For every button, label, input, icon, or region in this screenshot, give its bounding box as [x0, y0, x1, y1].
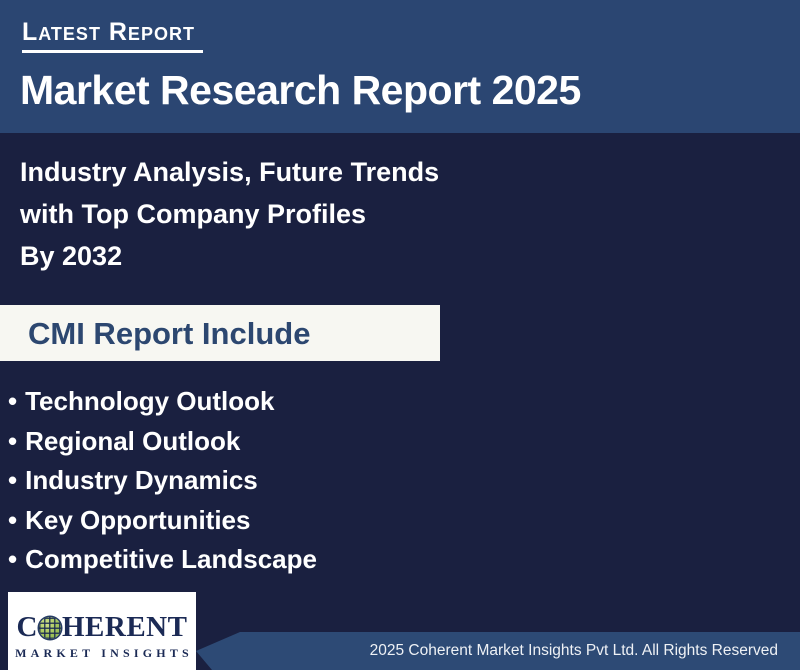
subtitle-line-2: with Top Company Profiles: [20, 198, 367, 229]
copyright-text: 2025 Coherent Market Insights Pvt Ltd. A…: [369, 642, 778, 660]
page-title: Market Research Report 2025: [20, 67, 581, 113]
logo-name-before: C: [16, 611, 38, 643]
subtitle-block: Industry Analysis, Future Trends with To…: [20, 152, 439, 278]
ribbon-banner: CMI Report Include: [0, 305, 440, 361]
subtitle-line-1: Industry Analysis, Future Trends: [20, 157, 440, 187]
list-item: Regional Outlook: [8, 422, 317, 462]
subtitle-line-3: By 2032: [20, 240, 123, 271]
header-navy-band: [0, 0, 800, 135]
footer-bar: 2025 Coherent Market Insights Pvt Ltd. A…: [196, 632, 800, 670]
list-item: Technology Outlook: [8, 382, 317, 422]
list-item: Competitive Landscape: [8, 540, 317, 580]
logo-name-after: HERENT: [61, 611, 188, 643]
list-item: Key Opportunities: [8, 501, 317, 541]
logo-wordmark: C HERENT: [17, 613, 188, 642]
report-include-list: Technology Outlook Regional Outlook Indu…: [8, 382, 317, 580]
globe-grid-icon: [38, 616, 61, 639]
logo-tagline: MARKET INSIGHTS: [15, 646, 193, 660]
company-logo: C HERENT MARKET INSIGHTS: [8, 592, 196, 670]
kicker-label: Latest Report: [22, 20, 203, 53]
ribbon-label: CMI Report Include: [28, 315, 311, 351]
list-item: Industry Dynamics: [8, 461, 317, 501]
